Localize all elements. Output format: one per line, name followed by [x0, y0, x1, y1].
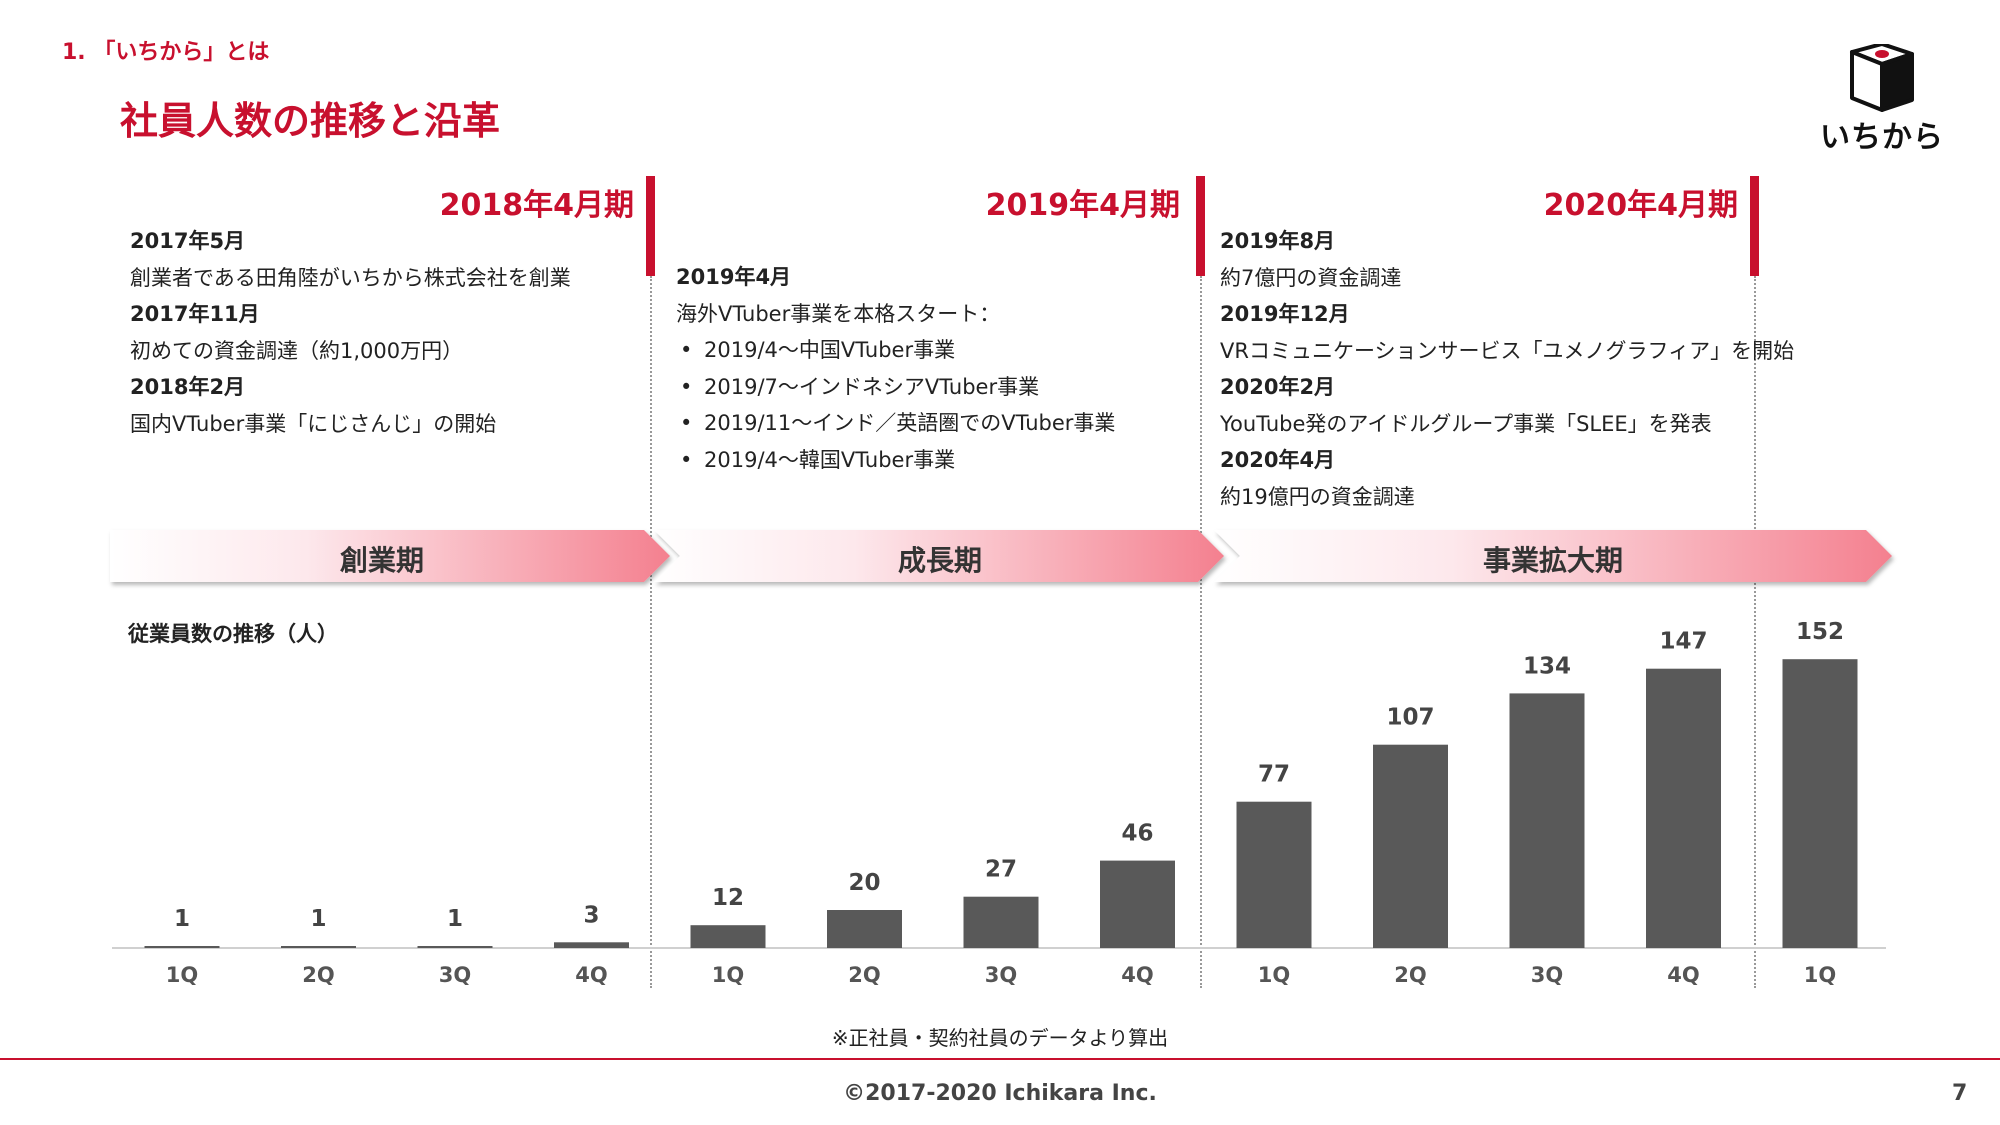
- x-tick-label: 2Q: [1394, 963, 1426, 987]
- period-title-2020: 2020年4月期: [1543, 188, 1738, 223]
- event-text: YouTube発のアイドルグループ事業「SLEE」を発表: [1220, 411, 1712, 436]
- phase-arrows: [110, 530, 1892, 582]
- x-tick-label: 1Q: [712, 963, 744, 987]
- event-text: 創業者である田角陸がいちから株式会社を創業: [130, 265, 571, 290]
- period-title-2018: 2018年4月期: [439, 188, 634, 223]
- x-tick-label: 2Q: [302, 963, 334, 987]
- data-label: 46: [1121, 821, 1153, 847]
- ichikara-logo: [1816, 42, 1946, 154]
- event-date: 2019年8月: [1220, 229, 1336, 253]
- divider-2019: [1200, 276, 1202, 988]
- bar: [281, 946, 356, 948]
- x-tick-label: 4Q: [1121, 963, 1153, 987]
- chart-title: 従業員数の推移（人）: [128, 622, 338, 646]
- period-title-2019: 2019年4月期: [985, 188, 1180, 223]
- bar: [963, 896, 1039, 948]
- event-text: VRコミュニケーションサービス「ユメノグラフィア」を開始: [1220, 338, 1795, 363]
- employee-bar-chart: 1 1Q 1 2Q 1 3Q 3 4Q 12 1Q 20 2Q 27 3Q 46 4Q 77 1Q 107 2Q 134…: [112, 619, 1886, 987]
- divider-2018: [650, 276, 652, 988]
- bar: [1646, 668, 1721, 948]
- event-date: 2019年4月: [676, 265, 792, 289]
- data-label: 3: [583, 902, 599, 928]
- data-label: 147: [1659, 629, 1707, 655]
- event-text: 初めての資金調達（約1,000万円）: [130, 338, 464, 363]
- period-marker-2019: [1196, 176, 1205, 276]
- events-2020: 2019年8月 約7億円の資金調達 2019年12月 VRコミュニケーションサー…: [1220, 223, 1794, 515]
- phase-arrow-growth: [654, 530, 1224, 582]
- bar: [690, 925, 766, 948]
- data-label: 1: [447, 906, 463, 932]
- phase-label-expansion: 事業拡大期: [1482, 544, 1623, 577]
- data-label: 27: [985, 857, 1017, 883]
- x-tick-label: 3Q: [985, 963, 1017, 987]
- data-label: 20: [848, 870, 880, 896]
- event-bullet: 2019/7～インドネシアVTuber事業: [676, 369, 1115, 406]
- event-date: 2020年2月: [1220, 375, 1336, 399]
- dice-logo-icon: [1850, 42, 1914, 112]
- x-tick-label: 1Q: [1258, 963, 1290, 987]
- period-marker-2018: [646, 176, 655, 276]
- event-bullet: 2019/11～インド／英語圏でのVTuber事業: [676, 405, 1115, 442]
- events-2019: 2019年4月 海外VTuber事業を本格スタート： 2019/4～中国VTub…: [676, 259, 1115, 478]
- x-tick-label: 2Q: [848, 963, 880, 987]
- bar: [417, 946, 493, 948]
- event-bullet: 2019/4～韓国VTuber事業: [676, 442, 1115, 479]
- page-title: 社員人数の推移と沿革: [120, 99, 501, 143]
- x-tick-label: 3Q: [439, 963, 471, 987]
- bar: [554, 942, 629, 948]
- event-date: 2017年5月: [130, 229, 246, 253]
- phase-arrow-expansion: [1214, 530, 1892, 582]
- phase-label-founding: 創業期: [339, 544, 424, 577]
- x-tick-label: 1Q: [1804, 963, 1836, 987]
- event-text: 海外VTuber事業を本格スタート：: [676, 301, 1001, 326]
- data-label: 107: [1386, 705, 1434, 731]
- x-tick-label: 4Q: [1667, 963, 1699, 987]
- bar: [1236, 801, 1312, 948]
- event-date: 2018年2月: [130, 375, 246, 399]
- x-tick-label: 1Q: [166, 963, 198, 987]
- events-2018: 2017年5月 創業者である田角陸がいちから株式会社を創業 2017年11月 初…: [130, 223, 571, 442]
- data-label: 12: [712, 885, 744, 911]
- footnote: ※正社員・契約社員のデータより算出: [831, 1026, 1169, 1050]
- page-number: 7: [1952, 1081, 1968, 1106]
- event-text: 約7億円の資金調達: [1220, 265, 1402, 290]
- phase-label-growth: 成長期: [897, 544, 982, 577]
- data-label: 1: [174, 906, 190, 932]
- data-label: 77: [1258, 762, 1290, 788]
- x-tick-label: 3Q: [1531, 963, 1563, 987]
- data-label: 152: [1796, 619, 1844, 645]
- section-label: 1. 「いちから」とは: [62, 40, 270, 65]
- bar: [1373, 744, 1448, 948]
- bar: [1782, 659, 1858, 948]
- bar: [144, 946, 220, 948]
- event-date: 2019年12月: [1220, 302, 1350, 326]
- copyright: ©2017-2020 Ichikara Inc.: [843, 1081, 1157, 1106]
- data-label: 1: [310, 906, 326, 932]
- footer-divider: [0, 1058, 2000, 1060]
- period-marker-2020: [1750, 176, 1759, 276]
- bar: [1509, 693, 1585, 948]
- event-text: 約19億円の資金調達: [1220, 484, 1415, 509]
- event-text: 国内VTuber事業「にじさんじ」の開始: [130, 411, 497, 436]
- x-tick-label: 4Q: [575, 963, 607, 987]
- phase-arrow-founding: [110, 530, 670, 582]
- event-bullet: 2019/4～中国VTuber事業: [676, 332, 1115, 369]
- bar: [827, 910, 902, 948]
- event-date: 2017年11月: [130, 302, 260, 326]
- bar: [1100, 860, 1175, 948]
- divider-2020: [1754, 276, 1756, 988]
- data-label: 134: [1523, 653, 1571, 679]
- logo-wordmark: いちから: [1820, 120, 1944, 155]
- event-date: 2020年4月: [1220, 448, 1336, 472]
